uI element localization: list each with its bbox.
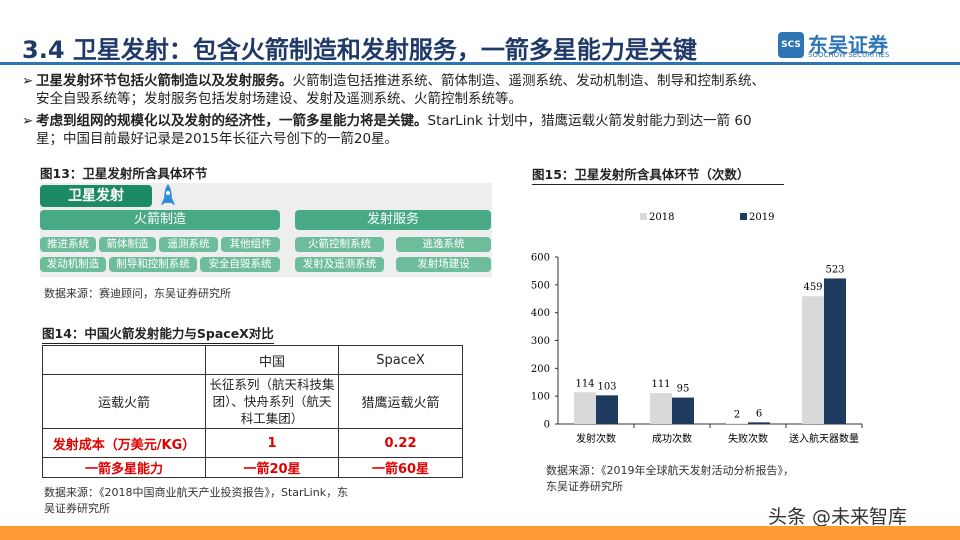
bottom-bar xyxy=(0,526,960,540)
legend-swatch xyxy=(640,213,647,220)
bar-2018 xyxy=(802,296,824,424)
y-tick-label: 200 xyxy=(531,364,550,375)
item: 发射及遥测系统 xyxy=(295,257,384,272)
table-header xyxy=(42,345,206,375)
group-rocket-manufacturing: 火箭制造 xyxy=(40,210,280,230)
fig14-title: 图14：中国火箭发射能力与SpaceX对比 xyxy=(42,323,274,344)
bullet-2: ➢ 考虑到组网的规模化以及发射的经济性，一箭多星能力将是关键。StarLink 计… xyxy=(22,112,922,148)
table-row: 一箭多星能力 一箭20星 一箭60星 xyxy=(42,457,463,478)
table-cell: 0.22 xyxy=(338,428,463,458)
data-label: 2 xyxy=(734,409,740,420)
bar-chart: 0 100 200 300 400 500 600 发射次数 114 103 成功次数 111 95 失败… xyxy=(531,212,863,445)
y-tick-label: 500 xyxy=(531,280,550,291)
table-cell: 1 xyxy=(205,428,339,458)
legend-label: 2019 xyxy=(749,212,774,223)
legend-label: 2018 xyxy=(649,212,674,223)
group-launch-services: 发射服务 xyxy=(295,210,491,230)
bullet-text: StarLink 计划中，猎鹰运载火箭发射能力到达一箭 60 xyxy=(427,113,752,129)
table-cell: 长征系列（航天科技集团）、快舟系列（航天科工集团） xyxy=(205,374,339,429)
table-cell: 一箭多星能力 xyxy=(42,457,206,478)
logo-cn: 东吴证券 xyxy=(808,33,888,57)
data-label: 6 xyxy=(756,408,762,419)
title-divider xyxy=(0,62,960,65)
y-tick-label: 300 xyxy=(531,336,550,347)
item: 其他组件 xyxy=(221,237,280,252)
arrow-icon: ➢ xyxy=(22,113,34,129)
fig15-source: 数据来源：《2019年全球航天发射活动分析报告》， 东吴证券研究所 xyxy=(546,463,794,495)
item: 安全自毁系统 xyxy=(200,257,280,272)
y-tick-label: 100 xyxy=(531,392,550,403)
bullet-text: 安全自毁系统等；发射服务包括发射场建设、发射及遥测系统、火箭控制系统等。 xyxy=(36,91,522,107)
item: 遥测系统 xyxy=(159,237,218,252)
root-box: 卫星发射 xyxy=(40,185,152,207)
bar-2019 xyxy=(596,395,618,424)
fig13-title: 图13：卫星发射所含具体环节 xyxy=(40,163,208,184)
item: 发动机制造 xyxy=(40,257,106,272)
fig13-diagram: 卫星发射 火箭制造 发射服务 推进系统 箭体制造 遥测系统 其他组件 发动机制造… xyxy=(40,183,492,277)
x-tick-label: 失败次数 xyxy=(728,432,768,445)
item: 箭体制造 xyxy=(99,237,156,252)
source-line: 数据来源：《2018中国商业航天产业投资报告》，StarLink，东 xyxy=(44,486,349,499)
table-header: SpaceX xyxy=(338,345,463,375)
item: 推进系统 xyxy=(40,237,96,252)
bar-2019 xyxy=(824,278,846,424)
fig15-title: 图15：卫星发射所含具体环节（次数） xyxy=(532,164,784,185)
source-line: 东吴证券研究所 xyxy=(546,480,623,493)
data-label: 95 xyxy=(677,384,690,395)
bullet-1: ➢ 卫星发射环节包括火箭制造以及发射服务。火箭制造包括推进系统、箭体制造、遥测系统… xyxy=(22,72,922,108)
table-row: 运载火箭 长征系列（航天科技集团）、快舟系列（航天科工集团） 猎鹰运载火箭 xyxy=(42,374,463,429)
x-tick-label: 成功次数 xyxy=(652,432,692,445)
source-line: 数据来源：《2019年全球航天发射活动分析报告》， xyxy=(546,464,794,477)
bar-2018 xyxy=(650,393,672,424)
y-tick-label: 0 xyxy=(544,420,550,431)
y-tick-label: 400 xyxy=(531,308,550,319)
table-cell: 发射成本（万美元/KG） xyxy=(42,428,206,458)
table-cell: 运载火箭 xyxy=(42,374,206,429)
data-label: 103 xyxy=(597,381,616,392)
fig14-source: 数据来源：《2018中国商业航天产业投资报告》，StarLink，东 吴证券研究… xyxy=(44,485,348,517)
rocket-icon xyxy=(161,184,175,205)
watermark: 头条 @未来智库 xyxy=(768,506,908,528)
bar-2019 xyxy=(672,397,694,424)
data-label: 459 xyxy=(803,282,822,293)
logo-mark-icon: SCS xyxy=(778,32,804,58)
bar-2019 xyxy=(748,422,770,424)
page-title: 3.4 卫星发射：包含火箭制造和发射服务，一箭多星能力是关键 xyxy=(22,36,697,64)
table-cell: 猎鹰运载火箭 xyxy=(338,374,463,429)
bar-2018 xyxy=(574,392,596,424)
data-label: 111 xyxy=(651,379,670,390)
table-header: 中国 xyxy=(205,345,339,375)
bullet-bold: 卫星发射环节包括火箭制造以及发射服务。 xyxy=(36,73,293,89)
bar-2018 xyxy=(726,423,748,424)
table-row: 发射成本（万美元/KG） 1 0.22 xyxy=(42,428,463,458)
item: 逃逸系统 xyxy=(396,237,491,252)
bullet-text: 星；中国目前最好记录是2015年长征六号创下的一箭20星。 xyxy=(36,131,399,147)
arrow-icon: ➢ xyxy=(22,73,34,89)
logo-en: SOOCHOW SECURITIES xyxy=(808,51,890,59)
item: 火箭控制系统 xyxy=(295,237,384,252)
source-line: 吴证券研究所 xyxy=(44,502,110,515)
item: 制导和控制系统 xyxy=(109,257,197,272)
data-label: 523 xyxy=(825,264,844,275)
fig13-source: 数据来源：赛迪顾问，东吴证券研究所 xyxy=(44,287,231,300)
bullet-bold: 考虑到组网的规模化以及发射的经济性，一箭多星能力将是关键。 xyxy=(36,113,428,129)
bullet-text: 火箭制造包括推进系统、箭体制造、遥测系统、发动机制造、制导和控制系统、 xyxy=(292,73,766,89)
x-tick-label: 送入航天器数量 xyxy=(789,432,859,445)
x-tick-label: 发射次数 xyxy=(576,432,616,445)
legend-swatch xyxy=(740,213,747,220)
table-row: 中国 SpaceX xyxy=(42,345,463,375)
comparison-table: 中国 SpaceX 运载火箭 长征系列（航天科技集团）、快舟系列（航天科工集团）… xyxy=(42,345,463,478)
y-tick-label: 600 xyxy=(531,253,550,264)
data-label: 114 xyxy=(575,378,594,389)
table-cell: 一箭20星 xyxy=(205,457,339,478)
item: 发射场建设 xyxy=(396,257,491,272)
table-cell: 一箭60星 xyxy=(338,457,463,478)
logo: SCS 东吴证券 SOOCHOW SECURITIES xyxy=(778,32,918,59)
